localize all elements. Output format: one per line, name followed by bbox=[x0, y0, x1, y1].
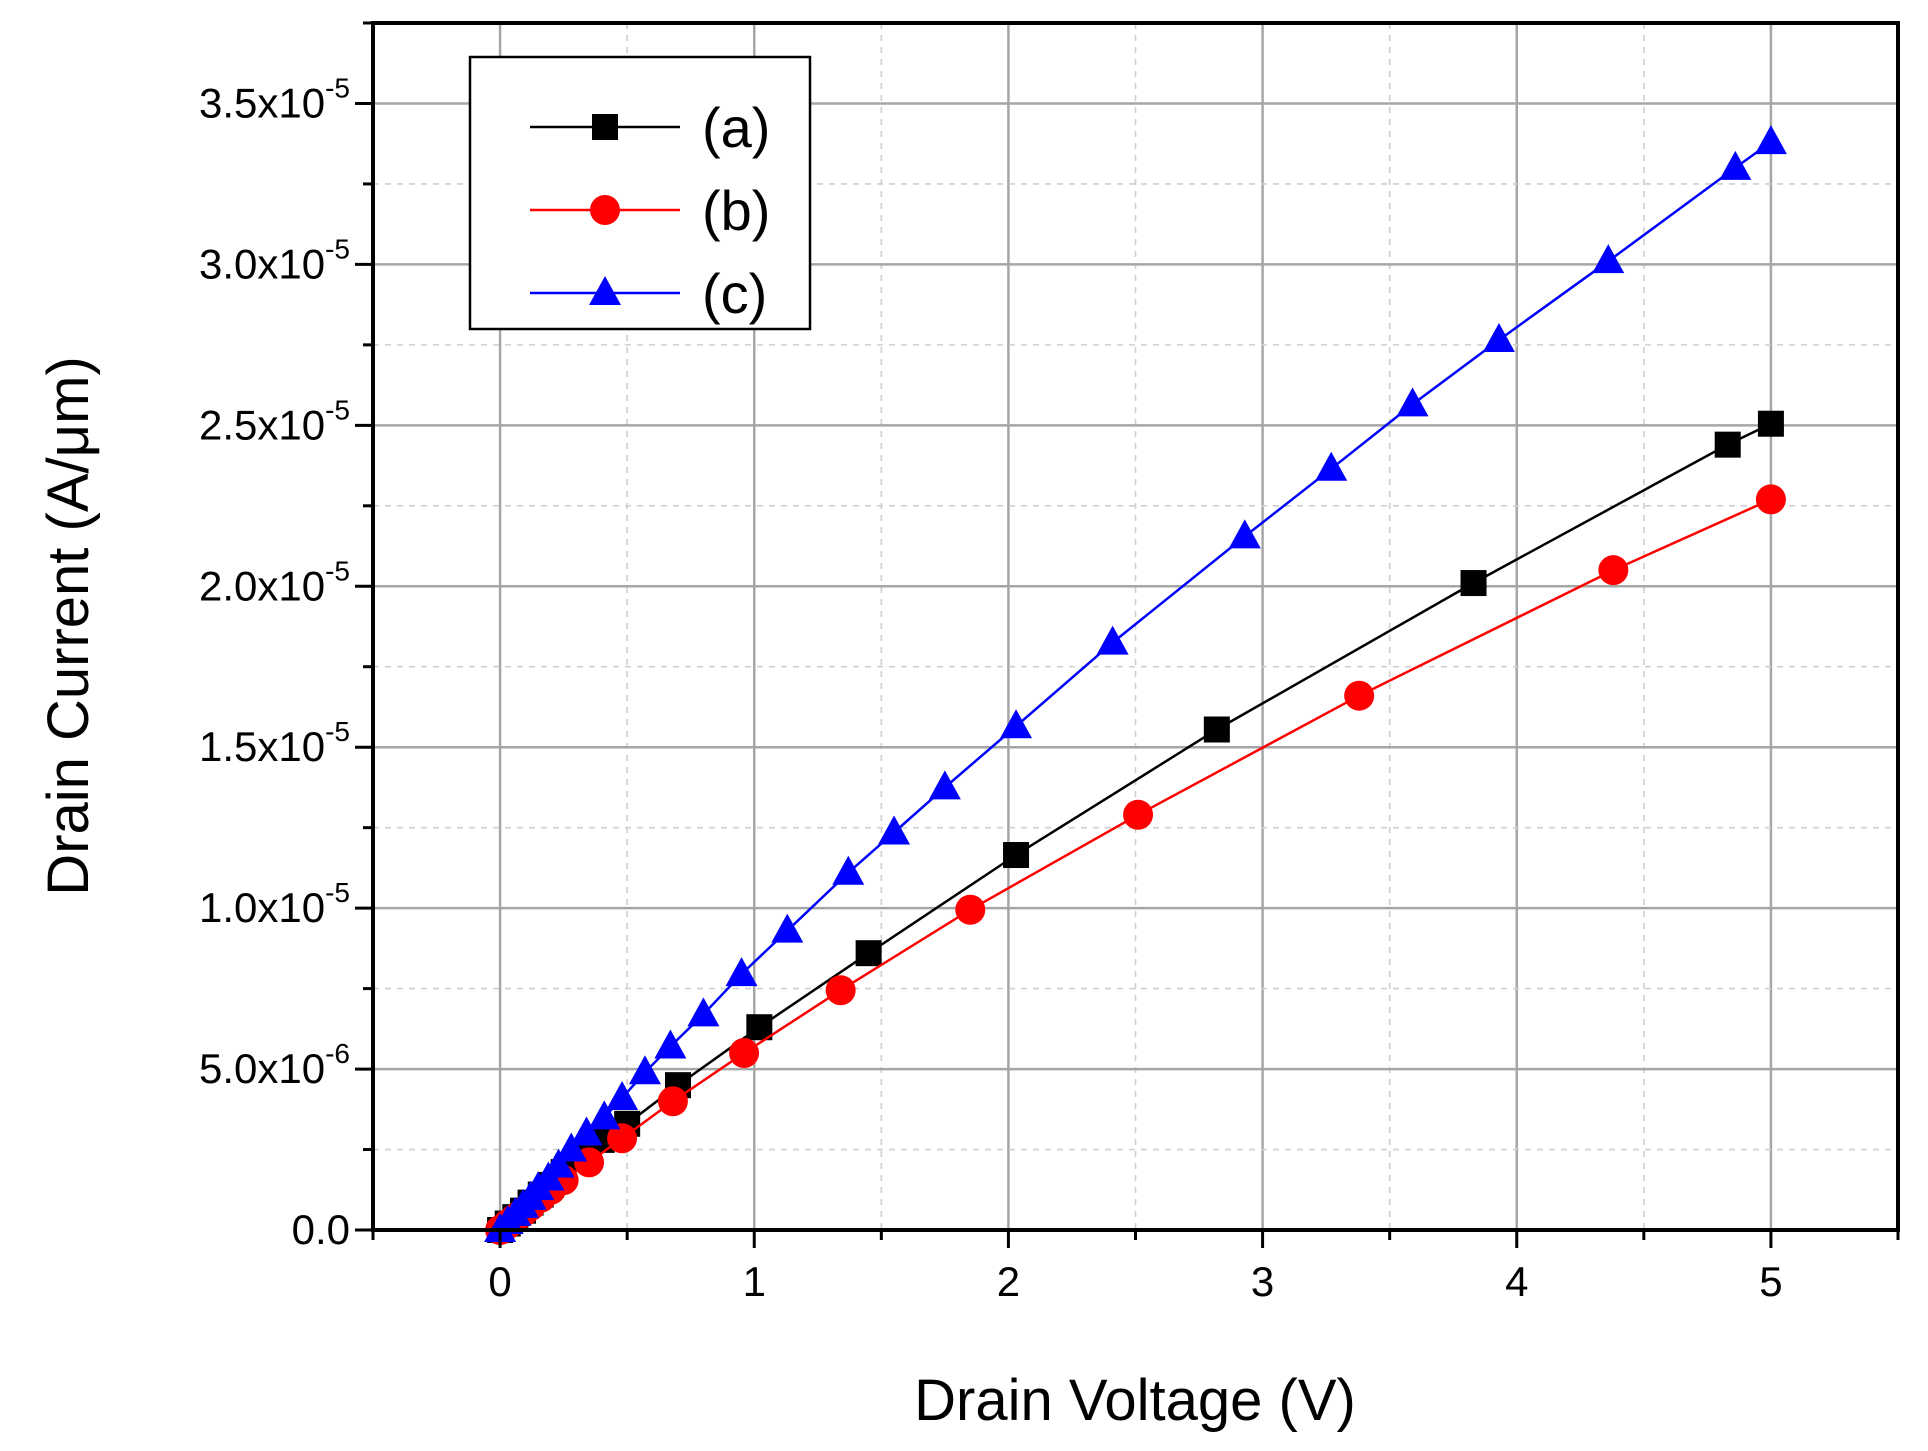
data-point bbox=[588, 1100, 621, 1130]
data-point bbox=[771, 913, 804, 943]
x-tick-label: 5 bbox=[1759, 1258, 1782, 1305]
legend-marker bbox=[590, 195, 620, 225]
data-point bbox=[570, 1116, 603, 1146]
x-tick-label: 1 bbox=[743, 1258, 766, 1305]
data-point bbox=[928, 770, 961, 800]
data-point bbox=[1460, 570, 1487, 597]
legend-label: (c) bbox=[702, 262, 767, 325]
data-point bbox=[725, 957, 758, 987]
legend-marker bbox=[589, 276, 621, 305]
data-point bbox=[1482, 323, 1515, 353]
y-tick-label: 2.5x10-5 bbox=[199, 394, 350, 448]
x-tick-label: 4 bbox=[1505, 1258, 1528, 1305]
data-point bbox=[657, 1086, 688, 1117]
y-tick-label: 1.0x10-5 bbox=[199, 877, 350, 931]
data-point bbox=[1000, 709, 1033, 739]
x-tick-label: 3 bbox=[1251, 1258, 1274, 1305]
data-point bbox=[628, 1055, 661, 1085]
x-axis-title: Drain Voltage (V) bbox=[914, 1368, 1356, 1433]
y-tick-label: 3.0x10-5 bbox=[199, 233, 350, 287]
data-point bbox=[746, 1014, 773, 1041]
x-tick-label: 0 bbox=[488, 1258, 511, 1305]
series-c bbox=[484, 125, 1787, 1242]
data-point bbox=[955, 894, 986, 925]
data-point bbox=[825, 975, 856, 1006]
data-point bbox=[855, 940, 882, 967]
data-point bbox=[1754, 125, 1787, 155]
y-tick-label: 3.5x10-5 bbox=[199, 72, 350, 126]
data-point bbox=[1344, 680, 1375, 711]
data-point bbox=[1203, 716, 1230, 743]
data-point bbox=[606, 1081, 639, 1111]
data-point bbox=[1592, 244, 1625, 274]
y-tick-label: 1.5x10-5 bbox=[199, 716, 350, 770]
data-point bbox=[1123, 799, 1154, 830]
legend-box bbox=[468, 55, 812, 331]
legend-label: (a) bbox=[702, 96, 770, 159]
data-point bbox=[542, 1148, 575, 1178]
y-tick-label: 0.0 bbox=[292, 1206, 350, 1253]
y-tick-label: 5.0x10-6 bbox=[199, 1038, 350, 1092]
y-tick-label: 2.0x10-5 bbox=[199, 555, 350, 609]
data-point bbox=[1598, 555, 1629, 586]
data-point bbox=[1003, 842, 1030, 869]
data-point bbox=[1719, 150, 1752, 180]
data-point bbox=[555, 1132, 588, 1162]
data-point bbox=[1714, 431, 1741, 458]
data-point bbox=[607, 1123, 638, 1154]
data-point bbox=[1096, 625, 1129, 655]
axis-ticks bbox=[355, 21, 1900, 1248]
data-point bbox=[1228, 519, 1261, 549]
legend-label: (b) bbox=[702, 179, 770, 242]
data-point bbox=[1315, 451, 1348, 481]
data-point bbox=[878, 815, 911, 845]
legend-marker bbox=[592, 114, 618, 140]
tick-labels: 0 1 2 3 4 5 0.0 5.0x10-6 1.0x10-5 1.5x10-5 2.0x10-… bbox=[199, 72, 1783, 1305]
y-axis-title: Drain Current (A/μm) bbox=[36, 356, 101, 895]
data-point bbox=[832, 855, 865, 885]
data-point bbox=[687, 997, 720, 1027]
data-point bbox=[1396, 387, 1429, 417]
data-point bbox=[1755, 484, 1786, 515]
x-tick-label: 2 bbox=[997, 1258, 1020, 1305]
data-point bbox=[654, 1029, 687, 1059]
legend: (a) (b) (c) bbox=[468, 55, 812, 331]
data-point bbox=[1757, 410, 1784, 437]
data-point bbox=[729, 1037, 760, 1068]
